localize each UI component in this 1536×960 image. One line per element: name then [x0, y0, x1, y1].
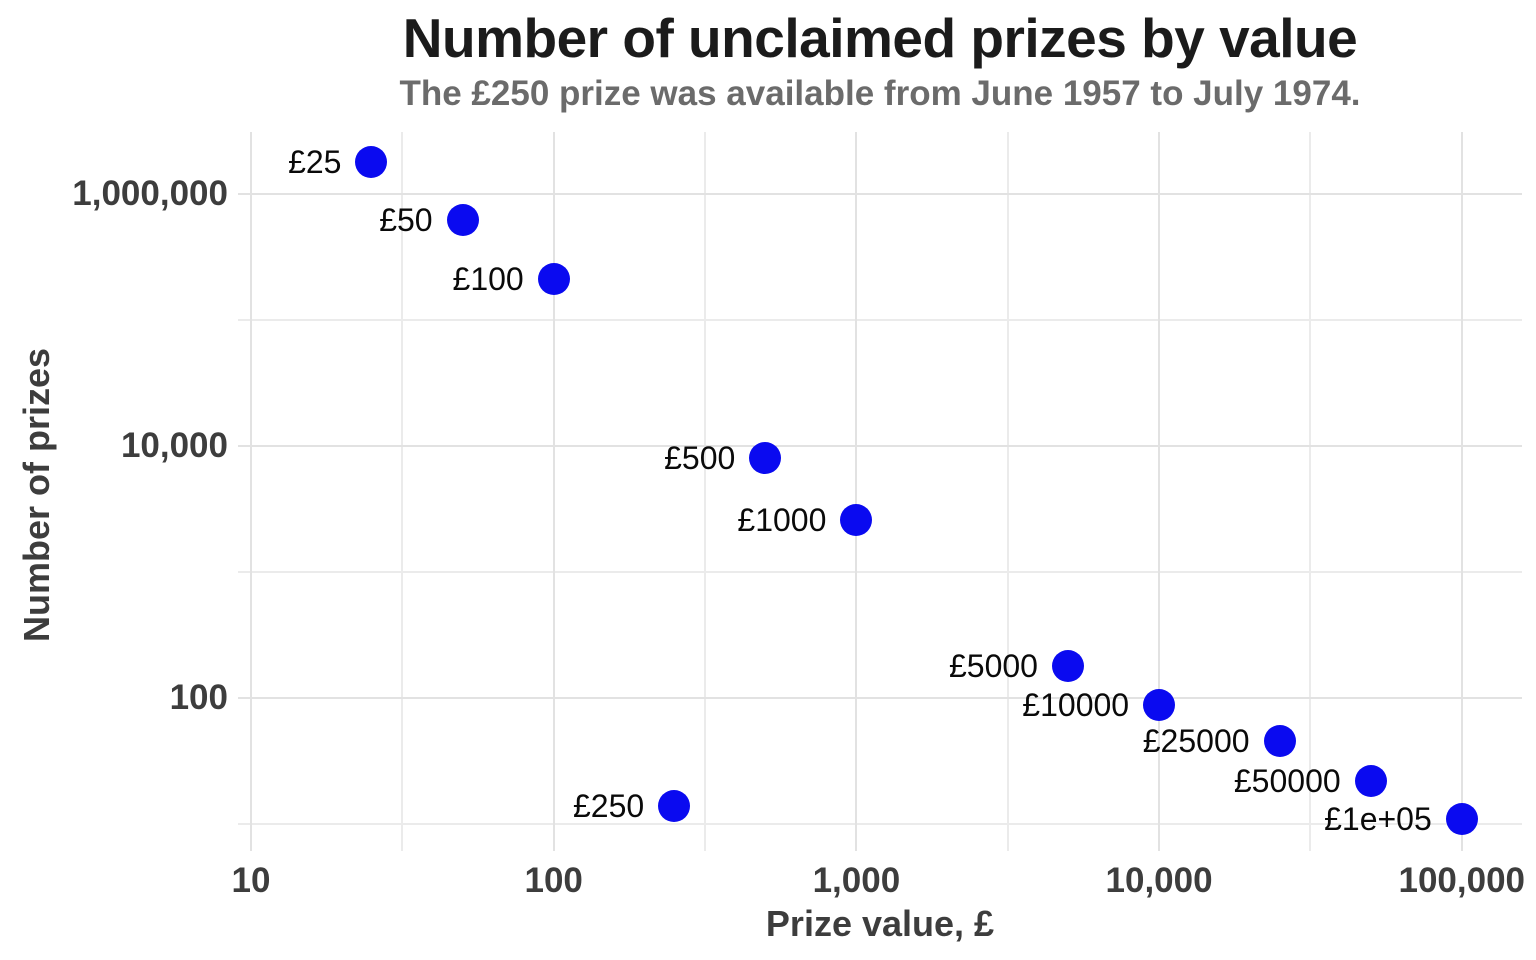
y-axis-title: Number of prizes — [16, 347, 57, 643]
data-point — [355, 145, 388, 178]
data-point — [1445, 802, 1478, 835]
point-label: £500 — [664, 440, 736, 477]
gridline-h-major — [238, 445, 1522, 447]
gridline-v-minor — [1309, 132, 1312, 851]
data-point — [446, 204, 479, 237]
point-label: £25 — [288, 143, 342, 180]
x-tick-label: 10,000 — [1105, 861, 1213, 900]
gridline-v-major — [552, 132, 555, 851]
point-label: £50000 — [1233, 762, 1341, 799]
chart-title: Number of unclaimed prizes by value — [402, 7, 1358, 69]
gridline-v-minor — [401, 132, 404, 851]
gridline-h-minor — [238, 571, 1522, 574]
y-tick-label: 1,000,000 — [72, 173, 228, 213]
gridline-v-major — [250, 132, 252, 851]
gridline-h-minor — [238, 319, 1522, 321]
point-label: £1000 — [737, 501, 827, 538]
data-point — [658, 789, 691, 822]
point-label: £10000 — [1022, 687, 1130, 724]
data-point — [1143, 689, 1176, 722]
gridline-h-minor — [238, 823, 1522, 826]
gridline-v-minor — [1006, 132, 1009, 851]
gridline-v-major — [855, 132, 858, 851]
x-tick-label: 1,000 — [812, 861, 901, 900]
y-tick-label: 100 — [169, 678, 228, 718]
gridline-v-minor — [704, 132, 707, 851]
data-point — [840, 503, 873, 536]
data-point — [1263, 724, 1296, 757]
gridline-v-major — [1460, 132, 1463, 851]
x-axis-title: Prize value, £ — [765, 903, 995, 944]
x-tick-label: 100,000 — [1398, 861, 1526, 900]
x-tick-label: 100 — [524, 861, 583, 900]
gridline-v-major — [1158, 132, 1161, 851]
point-label: £250 — [572, 787, 645, 824]
x-tick-label: 10 — [231, 861, 271, 900]
data-point — [537, 263, 570, 296]
gridline-h-major — [238, 192, 1522, 195]
data-point — [1051, 649, 1084, 682]
data-point — [749, 442, 782, 475]
y-tick-label: 10,000 — [120, 426, 228, 465]
data-point — [1354, 764, 1387, 797]
chart-subtitle: The £250 prize was available from June 1… — [399, 74, 1361, 113]
gridline-h-major — [238, 697, 1522, 700]
plot-panel — [238, 132, 1522, 851]
point-label: £100 — [452, 261, 524, 298]
point-label: £50 — [379, 202, 433, 239]
point-label: £1e+05 — [1324, 800, 1432, 837]
point-label: £25000 — [1142, 722, 1250, 759]
point-label: £5000 — [948, 647, 1038, 684]
